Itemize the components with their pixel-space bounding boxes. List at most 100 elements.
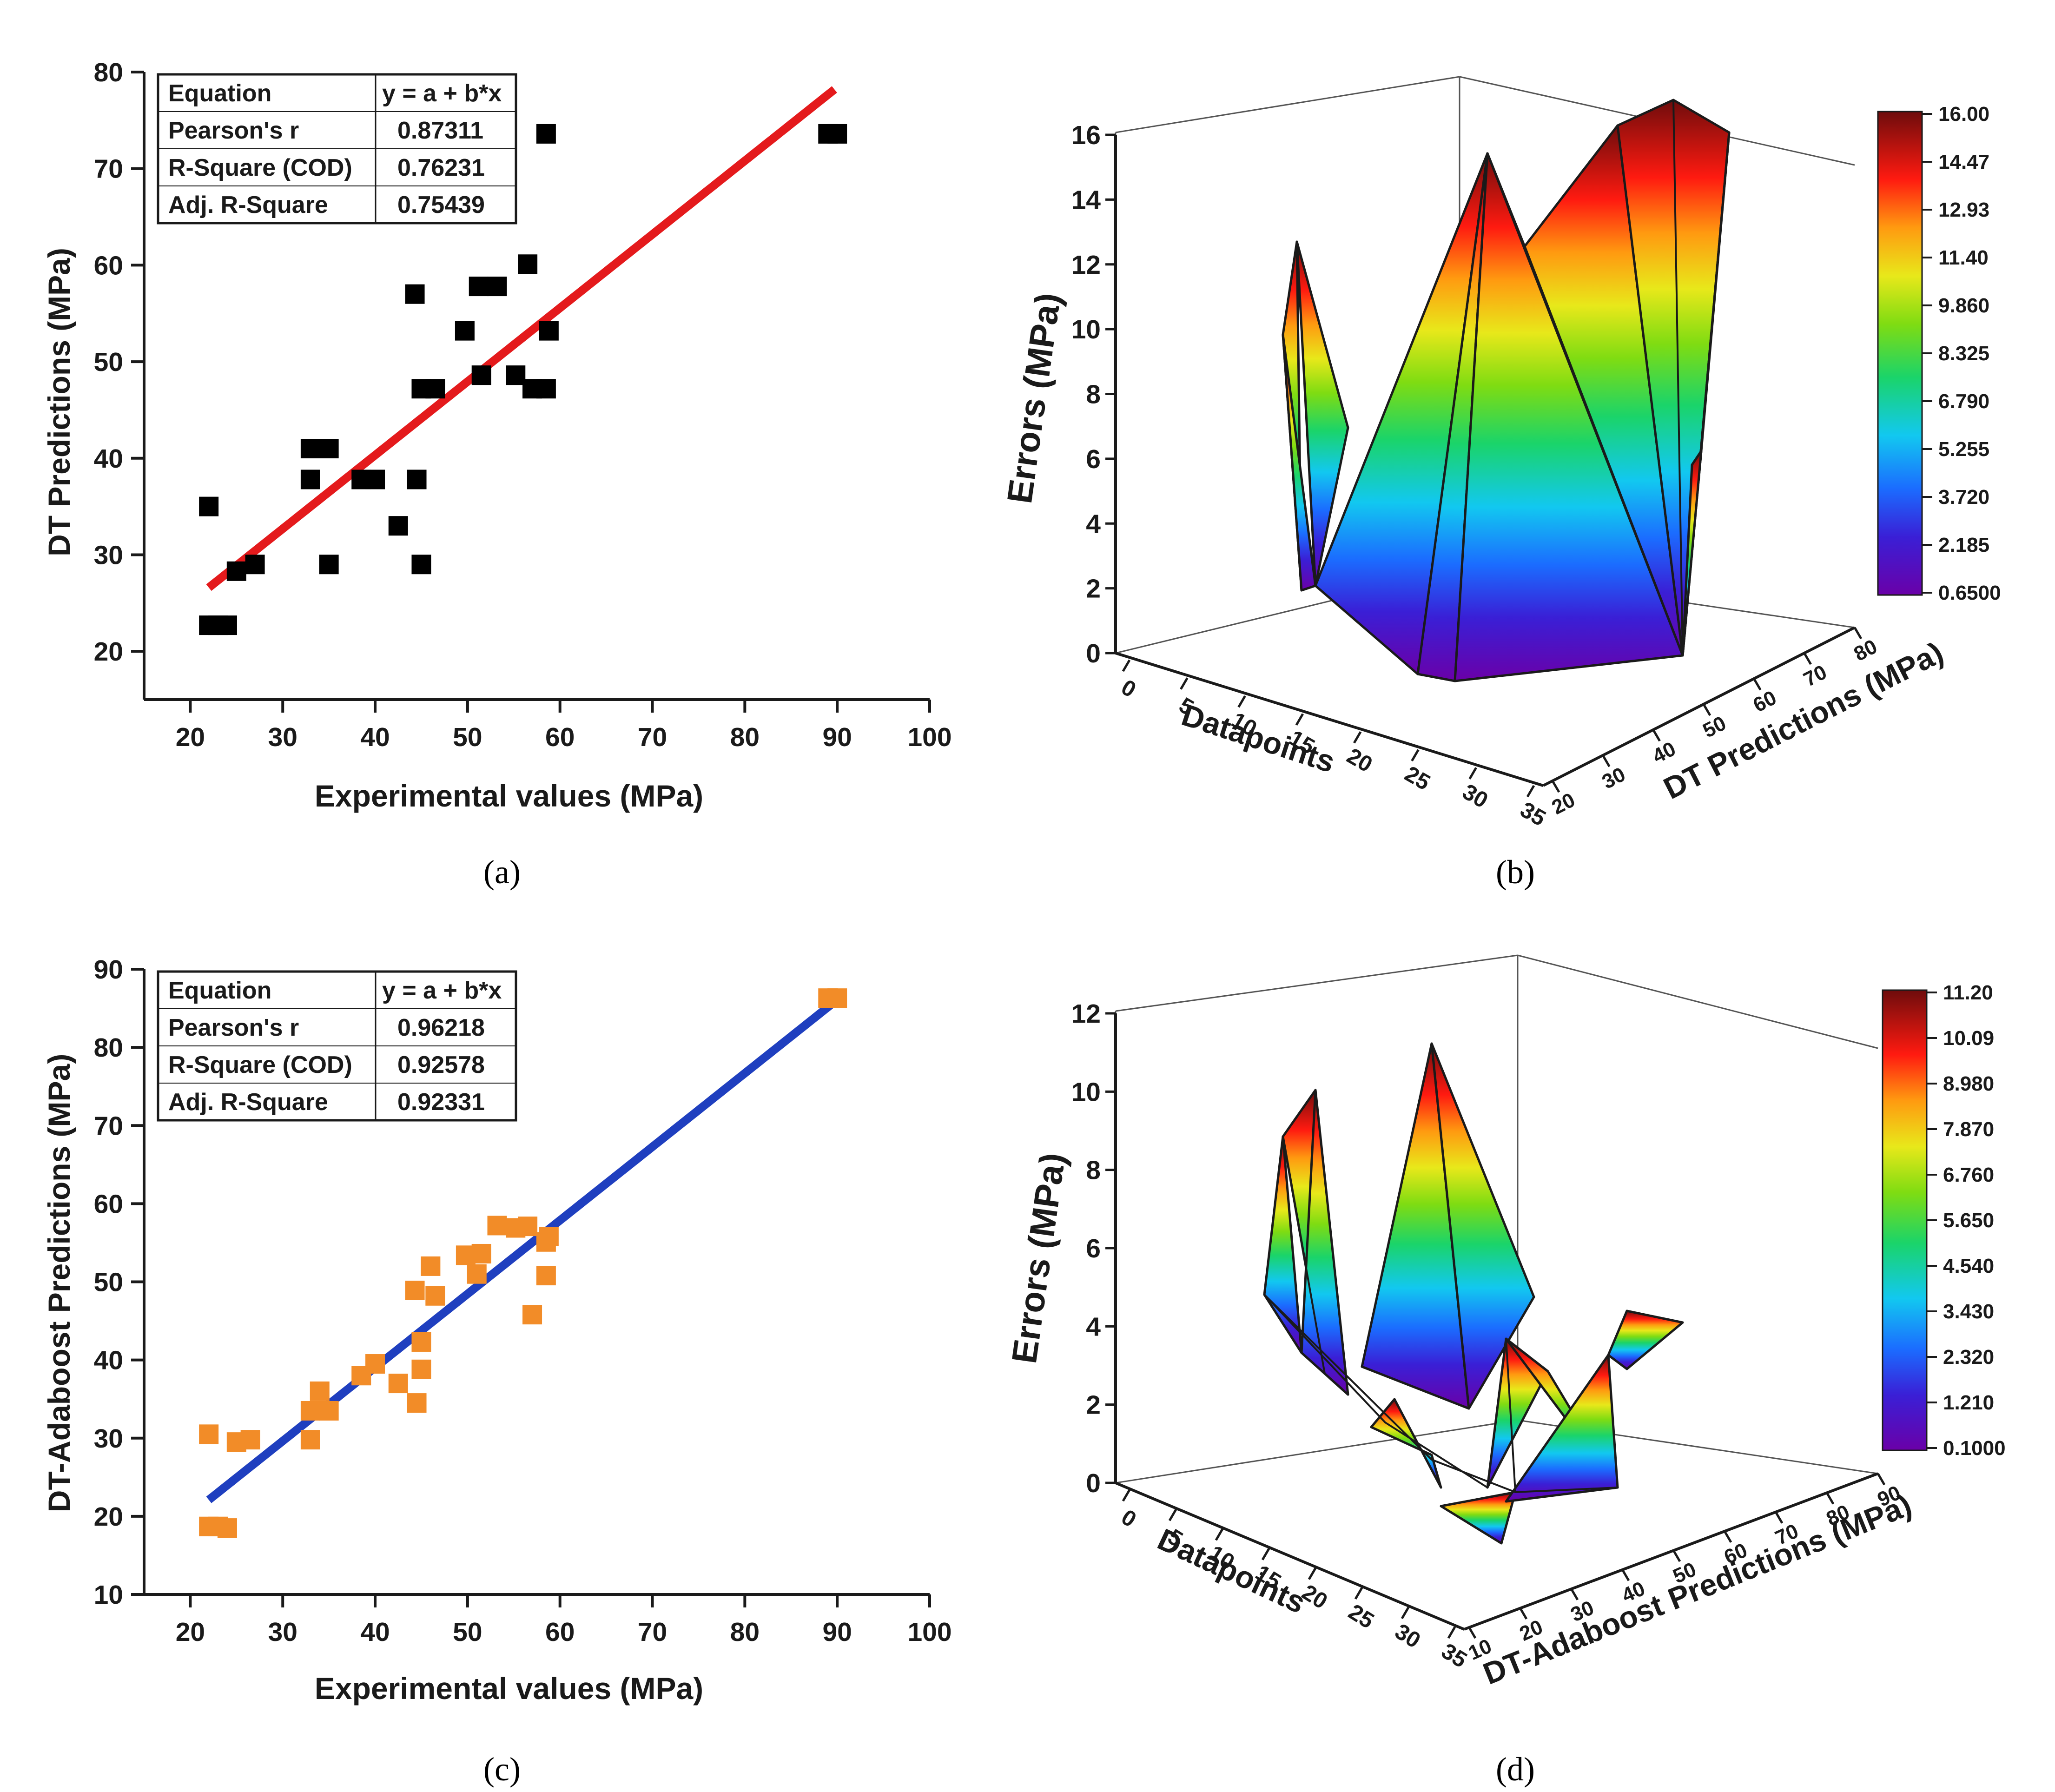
b-y-tick-label: 50 [1699,712,1730,742]
d-y-tick-mark [1570,1588,1579,1600]
a-x-tick-label: 90 [822,722,852,752]
a-data-point [506,365,526,385]
b-colorbar-tick-label: 2.185 [1938,534,1989,556]
d-z-tick-label: 10 [1071,1077,1101,1107]
a-data-point [827,124,847,144]
b-colorbar-tick-label: 6.790 [1938,390,1989,413]
d-colorbar-tick-label: 7.870 [1943,1118,1994,1141]
d-y-tick-mark [1774,1511,1784,1524]
b-z-tick-label: 6 [1086,444,1101,474]
c-data-point [411,1359,431,1379]
c-data-point [388,1374,408,1394]
b-y-tick-mark [1551,780,1560,793]
d-x-tick-mark [1308,1567,1317,1580]
a-data-point [217,615,237,635]
c-data-point [407,1393,427,1413]
a-data-point [411,555,431,575]
d-x-tick-mark [1447,1626,1456,1639]
c-y-tick-label: 80 [94,1033,123,1063]
b-z-tick-label: 4 [1086,509,1101,539]
b-x-tick-mark [1295,713,1304,726]
panel-c-stats-table: Equation y = a + b*x Pearson's r 0.96218… [157,970,517,1122]
panel-c-stats-cell: Pearson's r [168,1014,299,1041]
b-x-tick-mark [1180,677,1189,690]
b-colorbar-tick-label: 16.00 [1938,103,1989,126]
panel-a-stats-cell: 0.75439 [397,192,485,218]
b-colorbar-tick-label: 11.40 [1938,246,1989,269]
panel-c-stats-cell: R-Square (COD) [168,1051,352,1078]
c-data-point [425,1286,445,1306]
d-y-tick-mark [1825,1492,1835,1505]
c-data-point [471,1243,491,1263]
a-x-tick-label: 30 [268,722,297,752]
panel-a-label: (a) [483,853,521,891]
panel-b-z-axis-label: Errors (MPa) [1000,291,1069,506]
c-y-tick-label: 10 [94,1580,123,1610]
b-x-tick-label: 20 [1343,744,1377,778]
b-colorbar-tick-label: 5.255 [1938,438,1989,461]
a-y-tick-label: 50 [94,347,123,377]
a-data-point [455,321,475,341]
a-data-point [471,365,491,385]
d-z-tick-label: 4 [1086,1312,1101,1342]
b-colorbar-tick-label: 0.6500 [1938,582,2001,604]
panel-a-stats-cell: y = a + b*x [382,80,502,107]
d-colorbar-tick-label: 8.980 [1943,1072,1994,1095]
a-data-point [407,469,427,489]
b-z-tick-label: 14 [1071,185,1101,215]
c-x-tick-label: 60 [545,1617,575,1647]
a-data-point [425,379,445,399]
b-y-tick-mark [1753,678,1762,691]
d-colorbar-tick-label: 3.430 [1943,1300,1994,1323]
panel-c-x-ticks: 20 30 40 50 60 70 80 90 100 [176,1594,952,1647]
a-y-tick-label: 40 [94,444,123,474]
c-data-point [240,1430,260,1450]
b-y-tick-mark [1702,703,1711,716]
d-colorbar-tick-label: 2.320 [1943,1346,1994,1369]
b-colorbar-tick-label: 3.720 [1938,486,1989,509]
c-y-tick-label: 60 [94,1189,123,1219]
b-y-tick-mark [1652,729,1661,742]
c-x-tick-label: 30 [268,1617,297,1647]
b-colorbar-tick-label: 8.325 [1938,342,1989,365]
panel-b-y-axis-label: DT Predictions (MPa) [1658,635,1949,806]
c-data-point [365,1354,385,1374]
a-x-tick-label: 50 [453,722,482,752]
a-data-point [469,277,489,297]
b-z-tick-label: 0 [1086,639,1101,668]
panel-c-points [199,988,847,1538]
panel-a-stats-cell: Adj. R-Square [168,192,328,218]
panel-d-x-axis-label: Datapoints [1153,1522,1311,1620]
c-x-tick-label: 50 [453,1617,482,1647]
b-x-tick-mark [1411,749,1420,762]
d-z-tick-label: 8 [1086,1156,1101,1185]
panel-b-x-axis-label: Datapoints [1178,697,1339,779]
d-x-tick-mark [1168,1508,1177,1521]
panel-a: 20 30 40 50 60 70 80 90 100 20 30 40 50 60 70 80 Exper… [42,58,952,891]
a-y-tick-label: 60 [94,251,123,280]
d-colorbar-tick-label: 5.650 [1943,1209,1994,1232]
panel-c: 20 30 40 50 60 70 80 90 100 10 20 30 40 50 60 70 80 90 E… [42,955,952,1788]
d-y-tick-mark [1877,1473,1886,1486]
d-z-tick-label: 0 [1086,1468,1101,1498]
b-x-tick-mark [1468,767,1477,780]
a-data-point [319,555,339,575]
d-z-tick-label: 6 [1086,1234,1101,1263]
d-z-tick-label: 12 [1071,999,1101,1029]
b-y-tick-mark [1803,652,1812,665]
c-data-point [217,1518,237,1538]
panel-d-front-axes [1115,1472,1879,1631]
b-y-tick-label: 60 [1750,686,1780,717]
c-y-tick-label: 50 [94,1268,123,1297]
d-colorbar-tick-label: 6.760 [1943,1164,1994,1186]
panel-a-y-axis-label: DT Predictions (MPa) [42,248,76,556]
b-x-tick-label: 35 [1516,797,1550,831]
panel-c-stats-cell: 0.92578 [397,1051,485,1078]
a-data-point [536,379,556,399]
a-data-point [226,561,246,581]
panel-d-surface-lines [1263,1043,1618,1494]
d-x-tick-label: 0 [1117,1505,1141,1532]
a-data-point [365,469,385,489]
